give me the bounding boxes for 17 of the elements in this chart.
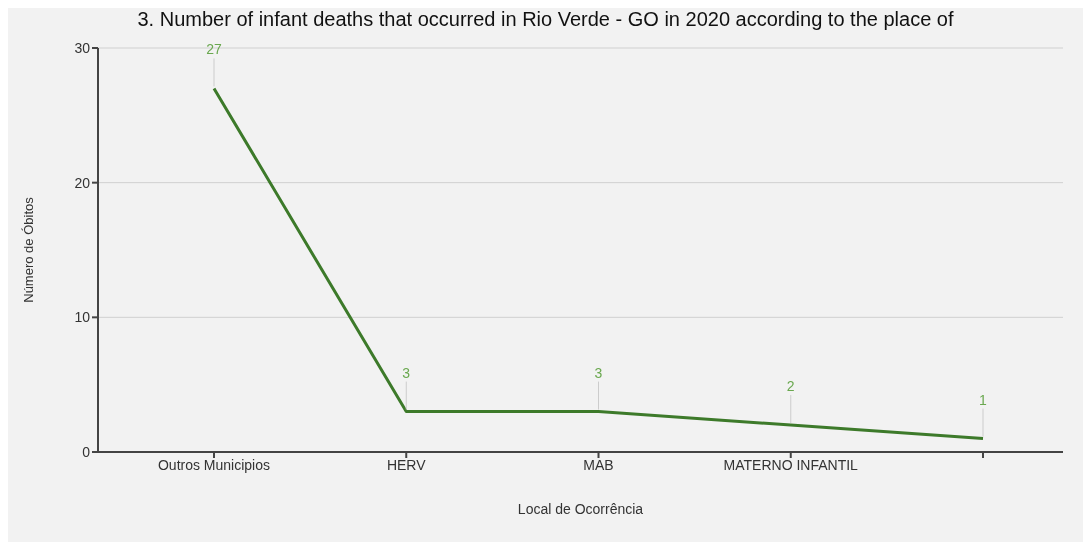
data-label: 1 xyxy=(979,391,988,408)
data-label: 2 xyxy=(786,378,795,395)
y-tick-label: 10 xyxy=(74,309,91,326)
y-axis-title: Número de Óbitos xyxy=(20,196,36,303)
x-tick-label: MAB xyxy=(583,456,614,473)
x-axis-title: Local de Ocorrência xyxy=(517,501,644,517)
chart-title: 3. Number of infant deaths that occurred in Rio Verde - GO in 2020 according to the place of xyxy=(136,8,955,30)
line-series xyxy=(212,86,985,441)
y-tick-label: 20 xyxy=(74,174,91,191)
y-tick-label: 0 xyxy=(82,443,91,460)
data-label: 27 xyxy=(206,41,222,58)
data-label: 3 xyxy=(402,364,411,381)
x-tick-label: MATERNO INFANTIL xyxy=(723,456,859,473)
x-tick-label: HERV xyxy=(386,456,427,473)
x-tick-label: Outros Municipios xyxy=(157,456,271,473)
data-label: 3 xyxy=(594,364,603,381)
y-tick-label: 30 xyxy=(74,39,91,56)
